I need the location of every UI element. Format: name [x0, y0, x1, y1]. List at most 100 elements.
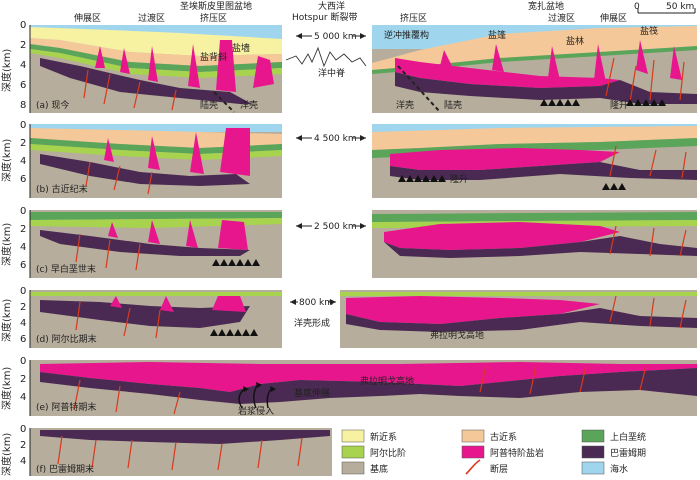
left-basin-title: 圣埃斯皮里图盆地 [180, 0, 252, 12]
panel-e: (e) 阿普特期末 岩浆侵入 基底伸展 弗拉明戈高地 [30, 360, 697, 417]
depth-tick-label: 0 [20, 20, 26, 31]
header: 圣埃斯皮里图盆地 宽扎盆地 大西洋 Hotspur 断裂带 伸展区 过渡区 挤压… [74, 0, 696, 24]
note-salt-raft: 盐筏 [640, 25, 658, 37]
legend-item-neogene: 新近系 [341, 429, 397, 443]
note-magma-intrusion: 岩浆侵入 [238, 405, 274, 417]
panel-d-right-section: 弗拉明戈高地 [340, 290, 697, 348]
panel-c-right-section [372, 210, 697, 278]
axis-panel-c: 0 2 4 6 深度(km) [0, 206, 31, 278]
panel-c-caption: (c) 早白垩世末 [36, 263, 96, 275]
panel-a: 盐背斜 盐墙 陆壳 洋壳 5 000 km 洋中脊 逆冲推覆 [30, 25, 697, 113]
panel-e-caption: (e) 阿普特期末 [36, 401, 96, 413]
note-continental-crust: 陆壳 [200, 99, 218, 111]
depth-tick-label: 2 [20, 440, 26, 451]
depth-tick-label: 6 [20, 334, 26, 345]
panel-c-left-section: (c) 早白垩世末 [30, 210, 282, 278]
note-continental-crust-right: 陆壳 [444, 99, 462, 111]
depth-tick-label: 4 [20, 318, 26, 329]
legend-label: 断层 [490, 463, 508, 475]
depth-tick-label: 0 [20, 356, 26, 367]
note-mid-ocean-ridge: 洋中脊 [318, 67, 345, 79]
legend-item-aptian-salt: 阿普特阶盐岩 [461, 445, 544, 459]
depth-tick-label: 6 [20, 80, 26, 91]
panel-d-gap-distance: 800 km [299, 298, 333, 308]
panel-b: (b) 古近纪末 4 500 km 隆升 [30, 124, 697, 198]
legend-item-paleogene: 古近系 [461, 429, 517, 443]
depth-tick-label: 0 [20, 424, 26, 435]
note-flamingo-high: 弗拉明戈高地 [430, 329, 484, 341]
legend-item-seawater: 海水 [581, 461, 628, 475]
panel-c-gap-distance: 2 500 km [314, 222, 357, 232]
axis-panel-f: 0 2 4 深度(km) [0, 424, 31, 476]
uplift-arrows [540, 99, 666, 106]
note-thrust-nappe: 逆冲推覆构 [384, 29, 429, 41]
panel-a-gap-distance: 5 000 km [314, 32, 357, 42]
legend-item-barremian: 巴雷姆期 [581, 445, 646, 459]
panel-b-gap-distance: 4 500 km [314, 134, 357, 144]
zone-label: 挤压区 [400, 12, 427, 24]
axis-panel-e: 0 2 4 深度(km) [0, 356, 31, 416]
scale-bar-label: 50 km [666, 2, 694, 12]
panel-b-gap: 4 500 km [296, 133, 366, 144]
legend-item-upper-cretaceous: 上白垩统 [581, 429, 646, 443]
note-uplift: 隆升 [450, 173, 468, 185]
depth-axis-label: 深度(km) [0, 299, 13, 342]
panel-d-caption: (d) 阿尔比期末 [36, 333, 97, 345]
legend: 新近系 古近系 上白垩统 阿尔比阶 阿普特阶盐岩 巴雷姆期 基底 断层 [341, 429, 646, 475]
legend-item-fault: 断层 [465, 459, 508, 475]
magma-arrows [212, 259, 260, 266]
panel-c: (c) 早白垩世末 2 500 km [30, 210, 697, 278]
note-oceanic-crust-right: 洋壳 [396, 99, 414, 111]
panel-b-caption: (b) 古近纪末 [36, 183, 88, 195]
depth-tick-label: 2 [20, 224, 26, 235]
axis-panel-a: 0 2 4 6 8 深度(km) [0, 20, 31, 113]
zone-label: 过渡区 [138, 12, 165, 24]
depth-axis-label: 深度(km) [0, 433, 13, 476]
depth-tick-label: 6 [20, 260, 26, 271]
note-salt-canopy: 盐篷 [488, 29, 506, 41]
panel-a-gap: 5 000 km 洋中脊 [285, 31, 367, 79]
legend-label: 新近系 [370, 431, 397, 443]
zone-label: 伸展区 [600, 12, 627, 24]
legend-label: 古近系 [490, 431, 517, 443]
panel-a-caption: (a) 现今 [36, 99, 69, 111]
panel-d-left-section: (d) 阿尔比期末 [30, 290, 282, 348]
depth-tick-label: 2 [20, 302, 26, 313]
panel-f-caption: (f) 巴雷姆期末 [36, 463, 94, 475]
right-basin-title: 宽扎盆地 [528, 0, 564, 12]
legend-label: 上白垩统 [610, 431, 646, 443]
zone-label: 伸展区 [74, 12, 101, 24]
depth-axes: 0 2 4 6 8 深度(km) 0 2 4 6 深度(km) 0 2 4 6 … [0, 20, 31, 476]
depth-tick-label: 0 [20, 120, 26, 131]
axis-panel-b: 0 2 4 6 深度(km) [0, 120, 31, 198]
depth-tick-label: 0 [20, 206, 26, 217]
legend-label: 阿普特阶盐岩 [490, 447, 544, 459]
depth-tick-label: 4 [20, 392, 26, 403]
depth-tick-label: 2 [20, 374, 26, 385]
depth-tick-label: 4 [20, 242, 26, 253]
depth-tick-label: 4 [20, 456, 26, 467]
note-basement-extension: 基底伸展 [294, 387, 330, 399]
uplift-arrows [398, 175, 626, 190]
legend-label: 基底 [370, 463, 388, 475]
panel-b-right-section: 隆升 [372, 124, 697, 198]
scale-bar: 0 50 km [634, 2, 696, 14]
note-uplift: 隆升 [610, 99, 628, 111]
legend-item-basement: 基底 [341, 461, 388, 475]
legend-item-albian: 阿尔比阶 [341, 445, 406, 459]
depth-tick-label: 6 [20, 174, 26, 185]
depth-tick-label: 2 [20, 138, 26, 149]
ocean-title: 大西洋 [318, 0, 345, 12]
depth-tick-label: 0 [20, 286, 26, 297]
depth-tick-label: 8 [20, 100, 26, 111]
note-oceanic-crust: 洋壳 [240, 99, 258, 111]
panel-c-gap: 2 500 km [296, 221, 366, 232]
fracture-zone-title: Hotspur 断裂带 [292, 11, 357, 23]
depth-axis-label: 深度(km) [0, 49, 13, 92]
depth-axis-label: 深度(km) [0, 139, 13, 182]
zone-label: 挤压区 [200, 12, 227, 24]
note-salt-forest: 盐林 [566, 35, 584, 47]
depth-axis-label: 深度(km) [0, 223, 13, 266]
depth-tick-label: 4 [20, 60, 26, 71]
